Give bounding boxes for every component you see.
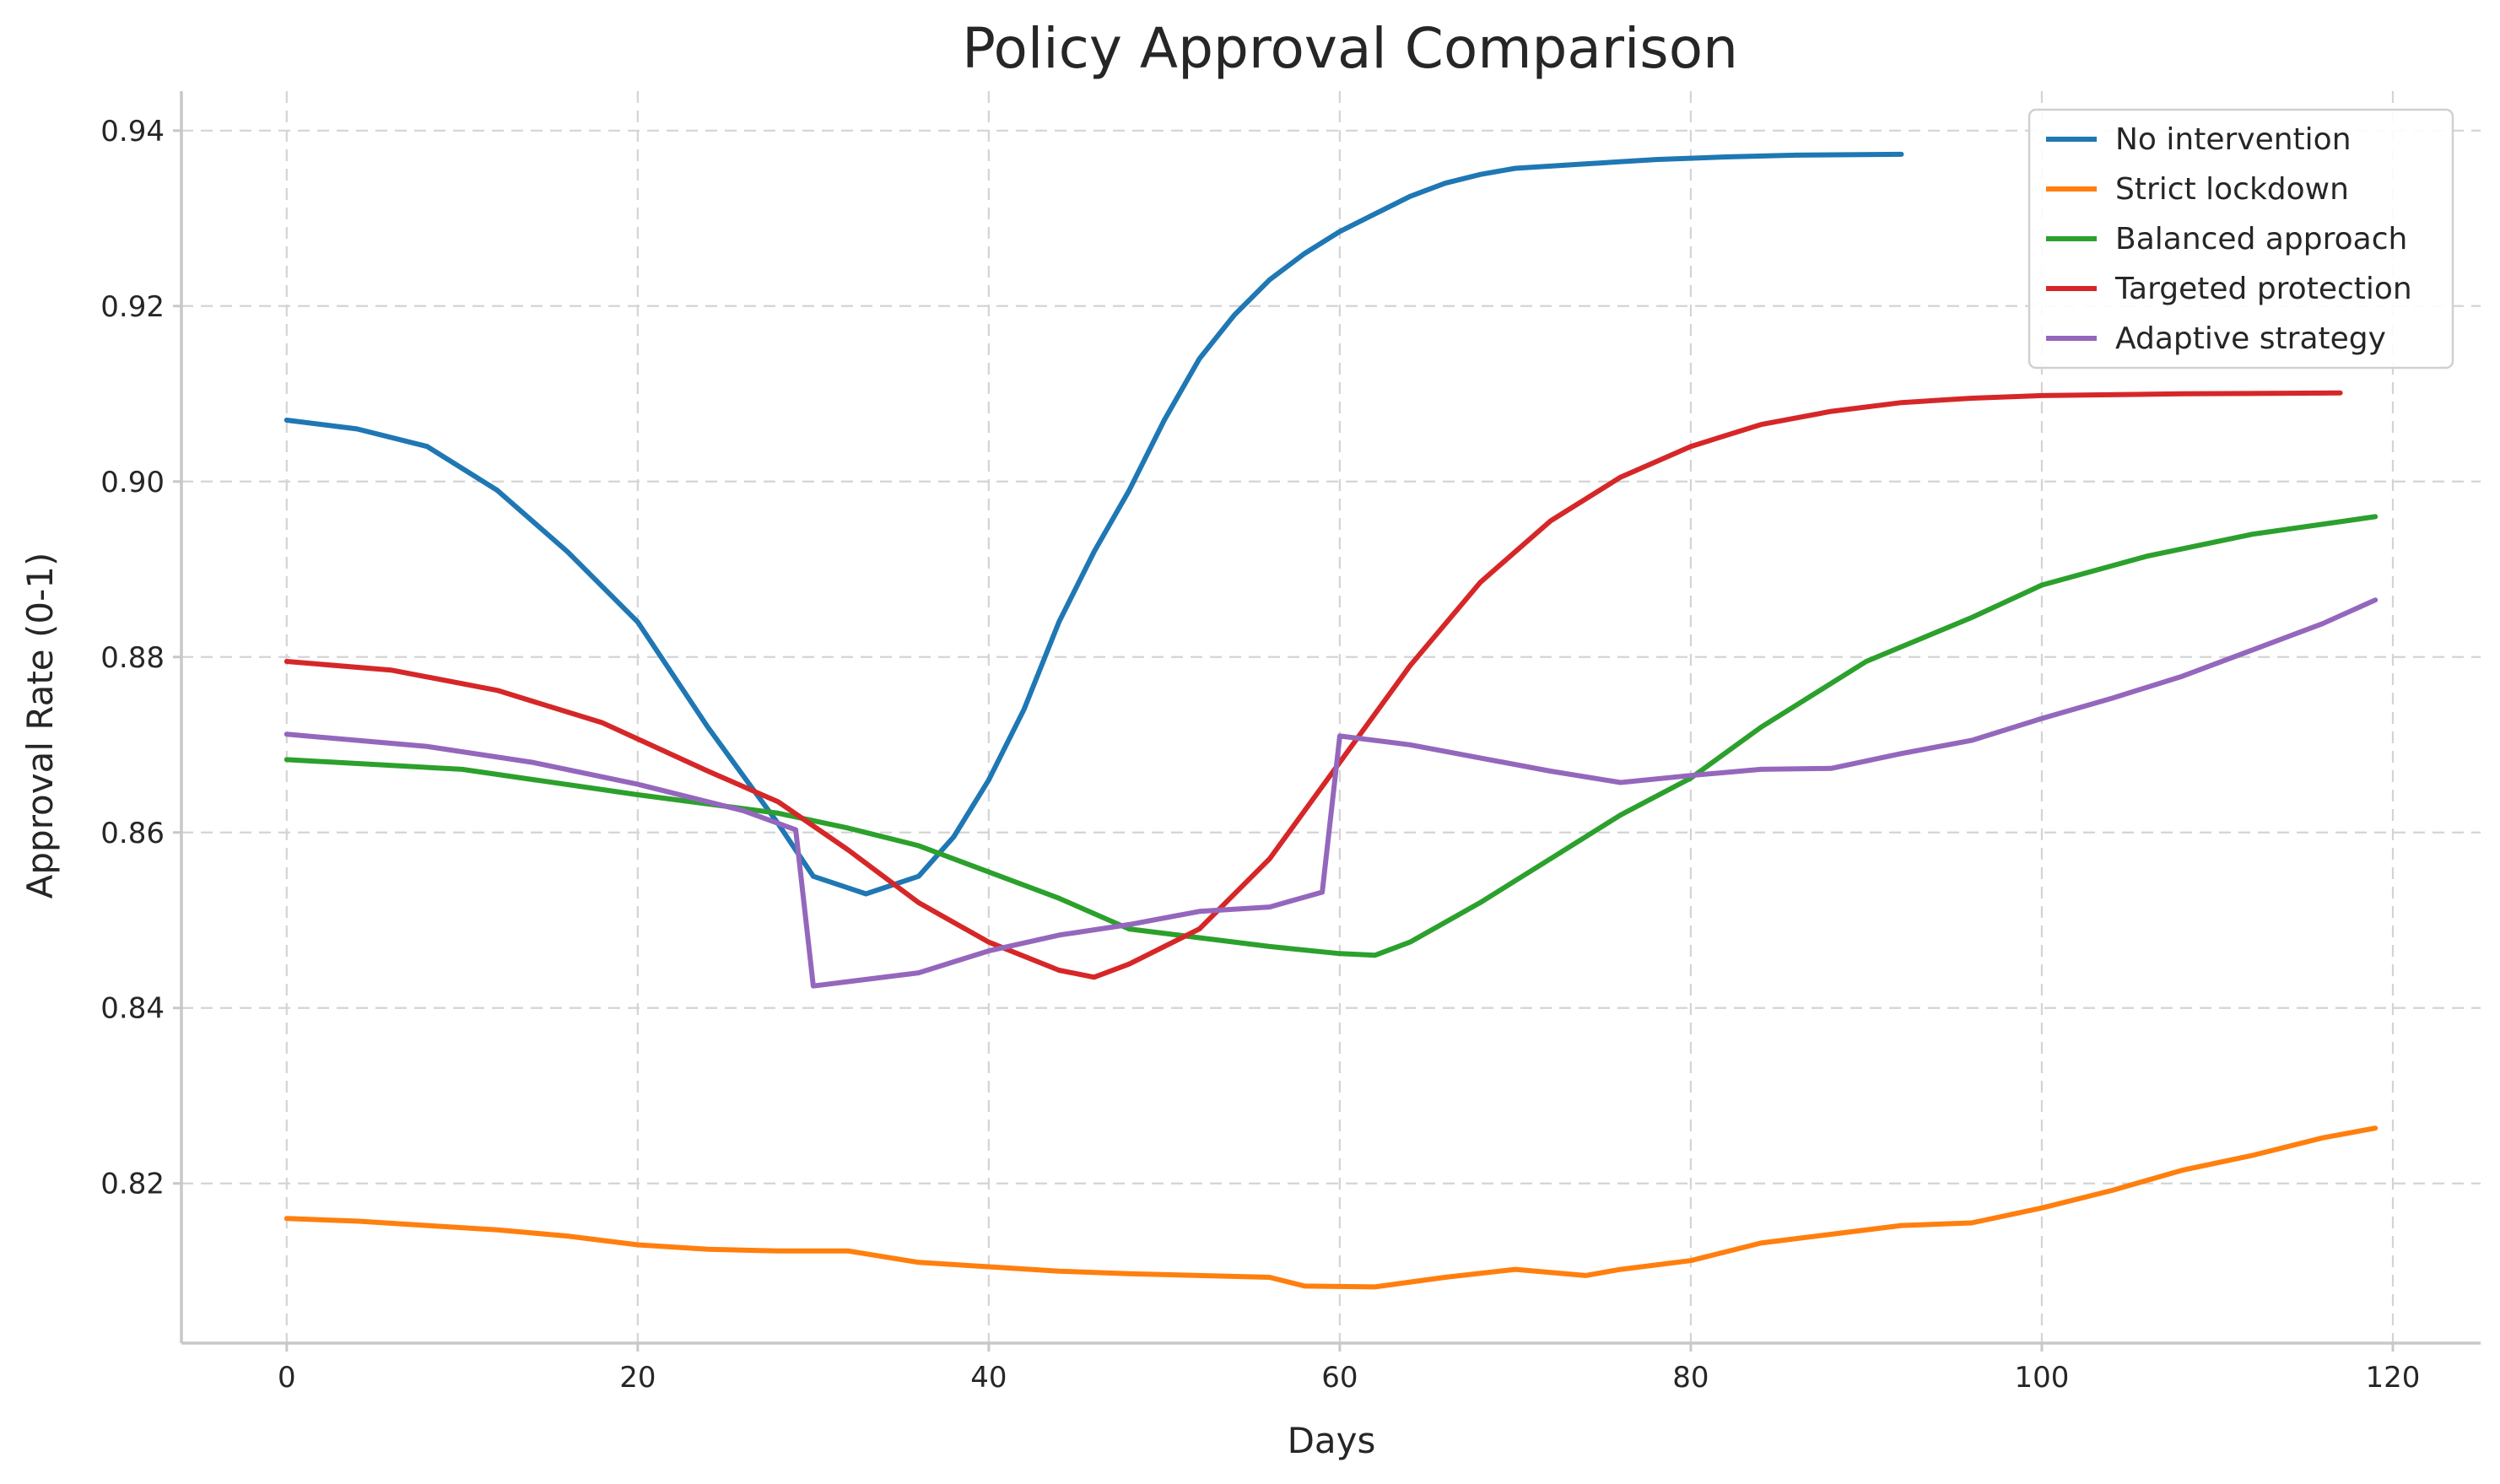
y-tick-label: 0.94 xyxy=(100,115,165,148)
x-tick-label: 40 xyxy=(970,1361,1007,1395)
x-tick-label: 120 xyxy=(2366,1361,2421,1395)
x-tick-label: 0 xyxy=(278,1361,296,1395)
y-tick-label: 0.86 xyxy=(100,817,165,850)
x-tick-label: 80 xyxy=(1672,1361,1709,1395)
legend-label: Targeted protection xyxy=(2114,272,2412,306)
series-line xyxy=(283,390,2343,980)
axes-spines xyxy=(180,91,2481,1345)
series-line xyxy=(283,597,2379,989)
legend-items: No intervention Strict lockdown Balanced a… xyxy=(2046,122,2412,356)
series-line xyxy=(283,151,1904,897)
legend-label: Balanced approach xyxy=(2115,222,2407,256)
y-axis-label: Approval Rate (0-1) xyxy=(19,553,61,899)
chart-title: Policy Approval Comparison xyxy=(962,16,1738,81)
series-line xyxy=(283,1125,2379,1290)
y-tick-label: 0.92 xyxy=(100,290,165,324)
x-tick-label: 100 xyxy=(2015,1361,2070,1395)
legend-label: Strict lockdown xyxy=(2115,172,2349,207)
x-axis-label: Days xyxy=(1288,1420,1376,1461)
y-axis-ticks: 0.82 0.84 0.86 0.88 0.90 0.92 0.94 xyxy=(100,115,181,1201)
series-line xyxy=(283,514,2379,958)
x-axis-ticks: 0 20 40 60 80 100 120 xyxy=(278,1343,2420,1395)
legend-label: Adaptive strategy xyxy=(2115,321,2386,356)
legend: No intervention Strict lockdown Balanced a… xyxy=(2028,108,2454,370)
x-tick-label: 60 xyxy=(1321,1361,1358,1395)
legend-box xyxy=(2028,108,2454,370)
legend-label: No intervention xyxy=(2115,122,2352,157)
y-tick-label: 0.84 xyxy=(100,992,165,1026)
y-tick-label: 0.90 xyxy=(100,466,165,499)
series-lines xyxy=(283,151,2379,1290)
y-tick-label: 0.82 xyxy=(100,1168,165,1201)
x-tick-label: 20 xyxy=(619,1361,656,1395)
y-tick-label: 0.88 xyxy=(100,641,165,675)
